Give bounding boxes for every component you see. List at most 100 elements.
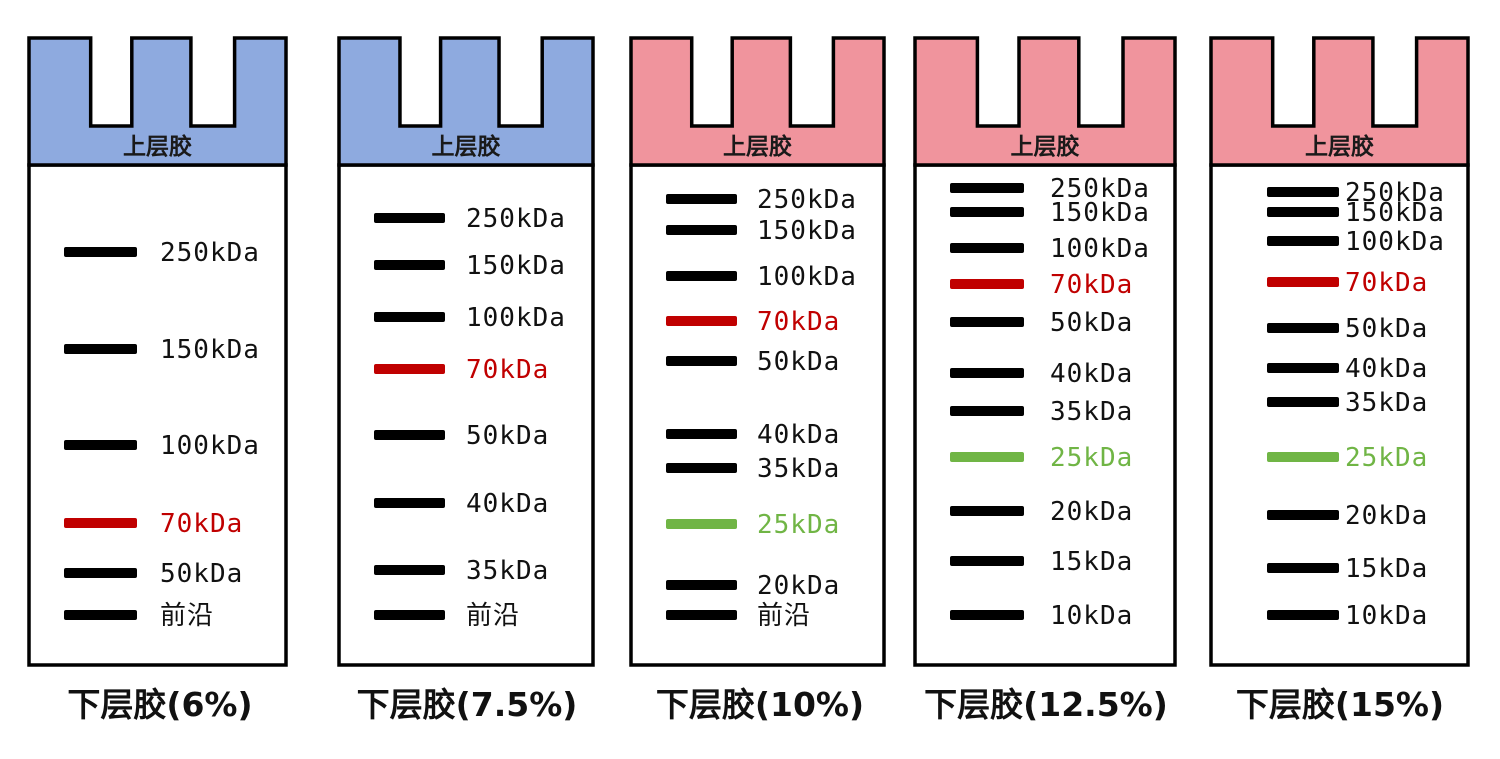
band-10kDa [950, 610, 1024, 620]
gel-caption: 下层胶(7.5%) [357, 685, 578, 724]
band-100kDa [374, 312, 445, 322]
band-70kDa [64, 518, 137, 528]
gel-caption: 下层胶(12.5%) [924, 685, 1168, 724]
band-label: 10kDa [1050, 601, 1133, 631]
band-50kDa [950, 317, 1024, 327]
stacking-gel-label: 上层胶 [432, 133, 501, 160]
band-250kDa [64, 247, 137, 257]
band-10kDa [1267, 610, 1339, 620]
band-100kDa [950, 243, 1024, 253]
stacking-gel-label: 上层胶 [1011, 133, 1080, 160]
band-label: 40kDa [1050, 359, 1133, 389]
stacking-gel [913, 36, 1177, 167]
band-250kDa [1267, 187, 1339, 197]
band-100kDa [64, 440, 137, 450]
band-label: 70kDa [1345, 268, 1428, 298]
band-250kDa [950, 183, 1024, 193]
band-label: 250kDa [160, 238, 260, 268]
band-label: 100kDa [160, 431, 260, 461]
band-25kDa [666, 519, 737, 529]
band-前沿 [666, 610, 737, 620]
band-label: 25kDa [1050, 443, 1133, 473]
band-label: 70kDa [757, 307, 840, 337]
band-35kDa [666, 463, 737, 473]
band-50kDa [64, 568, 137, 578]
stacking-gel-label: 上层胶 [123, 133, 192, 160]
band-label: 50kDa [757, 347, 840, 377]
band-label: 35kDa [1050, 397, 1133, 427]
band-label: 250kDa [466, 204, 566, 234]
band-40kDa [950, 368, 1024, 378]
band-150kDa [950, 207, 1024, 217]
band-150kDa [666, 225, 737, 235]
band-label: 20kDa [757, 571, 840, 601]
band-150kDa [64, 344, 137, 354]
band-70kDa [374, 364, 445, 374]
band-70kDa [1267, 277, 1339, 287]
band-label: 250kDa [757, 185, 857, 215]
band-label: 25kDa [1345, 443, 1428, 473]
band-label: 150kDa [757, 216, 857, 246]
band-label: 250kDa [1050, 174, 1150, 204]
band-35kDa [950, 406, 1024, 416]
band-25kDa [950, 452, 1024, 462]
band-label: 35kDa [1345, 388, 1428, 418]
band-label: 25kDa [757, 510, 840, 540]
gel-caption: 下层胶(6%) [67, 685, 252, 724]
stacking-gel-label: 上层胶 [723, 133, 792, 160]
band-label: 50kDa [1345, 314, 1428, 344]
band-label: 15kDa [1050, 547, 1133, 577]
band-50kDa [374, 430, 445, 440]
band-label: 150kDa [160, 335, 260, 365]
band-40kDa [666, 429, 737, 439]
band-15kDa [950, 556, 1024, 566]
band-label: 100kDa [757, 262, 857, 292]
band-label: 40kDa [1345, 354, 1428, 384]
band-250kDa [666, 194, 737, 204]
stacking-gel [27, 36, 288, 167]
gel-caption: 下层胶(15%) [1236, 685, 1444, 724]
band-label: 100kDa [466, 303, 566, 333]
band-20kDa [1267, 510, 1339, 520]
stacking-gel [629, 36, 886, 167]
band-150kDa [374, 260, 445, 270]
stacking-gel-label: 上层胶 [1305, 133, 1374, 160]
band-label: 70kDa [466, 355, 549, 385]
band-35kDa [1267, 397, 1339, 407]
band-label: 70kDa [160, 509, 243, 539]
band-label: 35kDa [757, 454, 840, 484]
band-label: 10kDa [1345, 601, 1428, 631]
band-label: 250kDa [1345, 178, 1445, 208]
gel-2: 上层胶 250kDa 150kDa 100kDa 70kDa 50kDa 40kDa 35kD… [337, 36, 595, 724]
band-70kDa [950, 279, 1024, 289]
band-25kDa [1267, 452, 1339, 462]
band-label: 50kDa [1050, 308, 1133, 338]
band-label: 40kDa [466, 489, 549, 519]
band-15kDa [1267, 563, 1339, 573]
band-label: 15kDa [1345, 554, 1428, 584]
band-35kDa [374, 565, 445, 575]
band-label: 35kDa [466, 556, 549, 586]
band-40kDa [374, 498, 445, 508]
band-label: 100kDa [1050, 234, 1150, 264]
band-label: 50kDa [466, 421, 549, 451]
band-50kDa [666, 356, 737, 366]
band-100kDa [1267, 236, 1339, 246]
stacking-gel [337, 36, 595, 167]
band-label: 150kDa [1050, 198, 1150, 228]
stacking-gel [1209, 36, 1470, 167]
band-label: 150kDa [466, 251, 566, 281]
gel-caption: 下层胶(10%) [656, 685, 864, 724]
band-label: 20kDa [1050, 497, 1133, 527]
band-40kDa [1267, 363, 1339, 373]
band-50kDa [1267, 323, 1339, 333]
band-250kDa [374, 213, 445, 223]
band-label: 40kDa [757, 420, 840, 450]
band-前沿 [374, 610, 445, 620]
band-100kDa [666, 271, 737, 281]
band-label: 100kDa [1345, 227, 1445, 257]
